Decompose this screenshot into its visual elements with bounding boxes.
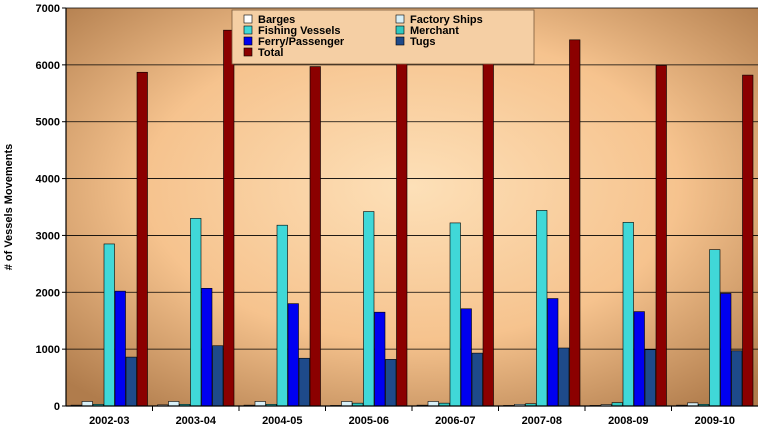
bar-tugs-2009-10 [731,350,743,407]
x-tick-label: 2006-07 [435,415,475,424]
bar-tugs-2006-07 [471,352,483,407]
y-tick-label: 1000 [36,344,60,356]
bar-fishing-vessels-2005-06 [363,211,375,407]
x-tick-label: 2009-10 [695,415,735,424]
y-tick-label: 5000 [36,117,60,129]
bar-tugs-2002-03 [125,356,137,407]
bar-fishing-vessels-2003-04 [190,218,202,407]
legend-swatch [395,36,405,46]
y-tick-label: 7000 [36,3,60,15]
bar-ferry-passenger-2006-07 [460,308,472,407]
bar-factory-ships-2002-03 [81,401,93,407]
bar-fishing-vessels-2006-07 [449,222,461,407]
bar-total-2006-07 [482,62,494,407]
bar-total-2009-10 [742,74,754,407]
x-tick-label: 2002-03 [89,415,129,424]
legend-label: Factory Ships [410,14,483,26]
y-axis-label: # of Vessels Movements [3,144,15,271]
bar-factory-ships-2003-04 [168,401,180,407]
legend-swatch [243,36,253,46]
bar-ferry-passenger-2008-09 [633,311,645,407]
bar-tugs-2007-08 [558,347,570,407]
legend-swatch [243,25,253,35]
bar-fishing-vessels-2002-03 [103,243,115,407]
x-tick-label: 2005-06 [349,415,389,424]
bar-fishing-vessels-2007-08 [536,210,548,407]
bar-tugs-2003-04 [212,345,224,407]
bar-total-2002-03 [136,71,148,407]
legend-label: Total [258,47,283,59]
bar-total-2003-04 [223,29,235,407]
y-tick-label: 3000 [36,230,60,242]
bar-ferry-passenger-2005-06 [374,311,386,407]
legend-swatch [243,47,253,57]
bar-fishing-vessels-2008-09 [622,222,634,407]
bar-ferry-passenger-2004-05 [287,303,299,407]
legend-label: Fishing Vessels [258,25,341,37]
y-tick-label: 2000 [36,287,60,299]
bar-total-2004-05 [309,66,321,407]
legend-swatch [395,25,405,35]
plot-background [66,8,758,406]
y-tick-label: 6000 [36,60,60,72]
y-tick-label: 4000 [36,174,60,186]
legend: Barges Factory Ships Fishing Vessels Mercha… [231,9,535,65]
bar-ferry-passenger-2002-03 [114,290,126,407]
legend-box [231,9,535,65]
bar-total-2008-09 [655,65,667,407]
bar-tugs-2005-06 [385,359,397,407]
legend-label: Merchant [410,25,459,37]
bar-ferry-passenger-2009-10 [720,293,732,407]
bar-total-2005-06 [396,61,408,407]
bar-factory-ships-2005-06 [341,401,353,407]
axes: 0 1000 2000 3000 4000 5000 6000 7000 2002-03 2003… [36,3,758,424]
bar-fishing-vessels-2009-10 [709,249,721,407]
bar-fishing-vessels-2004-05 [276,224,288,407]
grid-lines [66,7,758,350]
legend-label: Ferry/Passenger [258,36,345,48]
legend-swatch [395,14,405,24]
x-tick-label: 2004-05 [262,415,302,424]
bar-factory-ships-2004-05 [254,401,266,407]
x-tick-label: 2008-09 [608,415,648,424]
bar-tugs-2008-09 [644,349,656,407]
legend-label: Barges [258,14,295,26]
x-tick-label: 2007-08 [522,415,562,424]
legend-swatch [243,14,253,24]
legend-label: Tugs [410,36,435,48]
y-tick-label: 0 [54,401,60,413]
bar-tugs-2004-05 [298,357,310,407]
bar-total-2007-08 [569,39,581,407]
x-tick-label: 2003-04 [176,415,217,424]
bar-ferry-passenger-2003-04 [201,288,213,407]
bar-ferry-passenger-2007-08 [547,298,559,407]
bars [70,29,754,407]
bar-factory-ships-2006-07 [427,401,439,407]
